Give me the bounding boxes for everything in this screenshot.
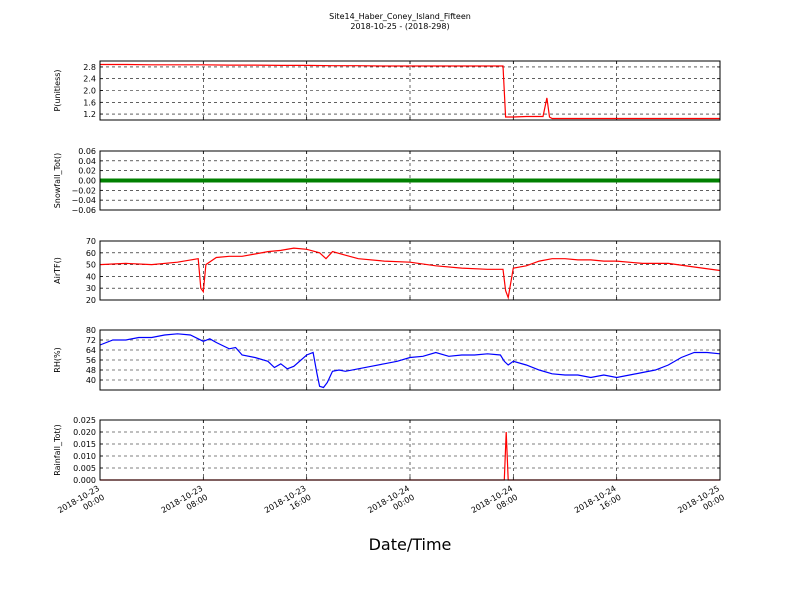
- rh-ytick-label: 56: [86, 356, 96, 365]
- rainfall-ytick-label: 0.025: [73, 416, 96, 425]
- airtf-ytick-label: 60: [86, 249, 96, 258]
- rainfall-ytick-label: 0.010: [73, 452, 96, 461]
- pressure-panel: 2.8 2.4 2.0 1.6 1.2 P(unitless): [53, 60, 721, 121]
- rh-ytick-label: 48: [86, 366, 96, 375]
- rainfall-panel: 0.025 0.020 0.015 0.010 0.005 0.000 Rainfall_T…: [53, 416, 721, 485]
- snowfall-panel: 0.060.040.020.00−0.02−0.04−0.06 Snowfall_…: [53, 147, 721, 215]
- airtf-panel: 70 60 50 40 30 20 AirTF(): [53, 237, 721, 305]
- rh-ylabel: RH(%): [53, 347, 62, 372]
- airtf-axes-frame: [99, 240, 721, 301]
- pressure-ytick-label: 2.4: [83, 75, 96, 84]
- x-tick-labels: 2018-10-2300:00 2018-10-2308:00 2018-10-23…: [56, 484, 726, 524]
- rh-ytick-label: 64: [86, 346, 96, 355]
- x-tick-label: 2018-10-2308:00: [160, 484, 210, 524]
- pressure-ytick-label: 1.6: [83, 98, 96, 107]
- rainfall-axes-frame: [99, 419, 721, 481]
- x-tick-label: 2018-10-2316:00: [263, 484, 313, 524]
- snowfall-ytick-label: −0.04: [71, 196, 96, 205]
- pressure-series-line: [100, 63, 720, 120]
- chart-title: Site14_Haber_Coney_Island_Fifteen: [329, 12, 471, 21]
- rainfall-ytick-label: 0.000: [73, 476, 96, 485]
- snowfall-axes-frame: [99, 150, 721, 211]
- rainfall-ytick-label: 0.005: [73, 464, 96, 473]
- x-tick-label: 2018-10-2300:00: [56, 484, 106, 524]
- pressure-ytick-label: 2.0: [83, 87, 96, 96]
- chart-subtitle: 2018-10-25 - (2018-298): [350, 22, 449, 31]
- subplots: 2.82.42.01.61.2P(unitless)0.060.040.020.…: [53, 60, 721, 485]
- airtf-ytick-label: 30: [86, 284, 96, 293]
- snowfall-ytick-label: 0.06: [78, 147, 96, 156]
- airtf-ytick-label: 40: [86, 272, 96, 281]
- airtf-series-line: [99, 247, 721, 300]
- rainfall-ylabel: Rainfall_Tot(): [53, 424, 62, 476]
- x-tick-label: 2018-10-2500:00: [676, 484, 726, 524]
- airtf-ylabel: AirTF(): [53, 257, 62, 284]
- rh-series-line: [99, 333, 721, 389]
- rh-ytick-label: 72: [86, 336, 96, 345]
- pressure-ylabel: P(unitless): [53, 69, 62, 111]
- airtf-ytick-label: 70: [86, 237, 96, 246]
- pressure-ytick-label: 1.2: [83, 110, 96, 119]
- rainfall-ytick-label: 0.015: [73, 440, 96, 449]
- airtf-ytick-label: 50: [86, 261, 96, 270]
- x-axis-label: Date/Time: [369, 535, 452, 554]
- snowfall-ytick-label: 0.00: [78, 177, 96, 186]
- x-tick-label: 2018-10-2408:00: [470, 484, 520, 524]
- rh-ytick-label: 40: [86, 376, 96, 385]
- pressure-ytick-label: 2.8: [83, 63, 96, 72]
- rh-axes-frame: [99, 329, 721, 391]
- rh-ytick-label: 80: [86, 326, 96, 335]
- snowfall-ylabel: Snowfall_Tot(): [53, 153, 62, 209]
- pressure-axes-frame: [99, 60, 721, 121]
- snowfall-ytick-label: 0.04: [78, 157, 96, 166]
- rainfall-ytick-label: 0.020: [73, 428, 96, 437]
- airtf-ytick-label: 20: [86, 296, 96, 305]
- snowfall-ytick-label: −0.06: [71, 206, 96, 215]
- x-tick-label: 2018-10-2400:00: [366, 484, 416, 524]
- snowfall-ytick-label: −0.02: [71, 186, 96, 195]
- x-tick-label: 2018-10-2416:00: [573, 484, 623, 524]
- snowfall-ytick-label: 0.02: [78, 167, 96, 176]
